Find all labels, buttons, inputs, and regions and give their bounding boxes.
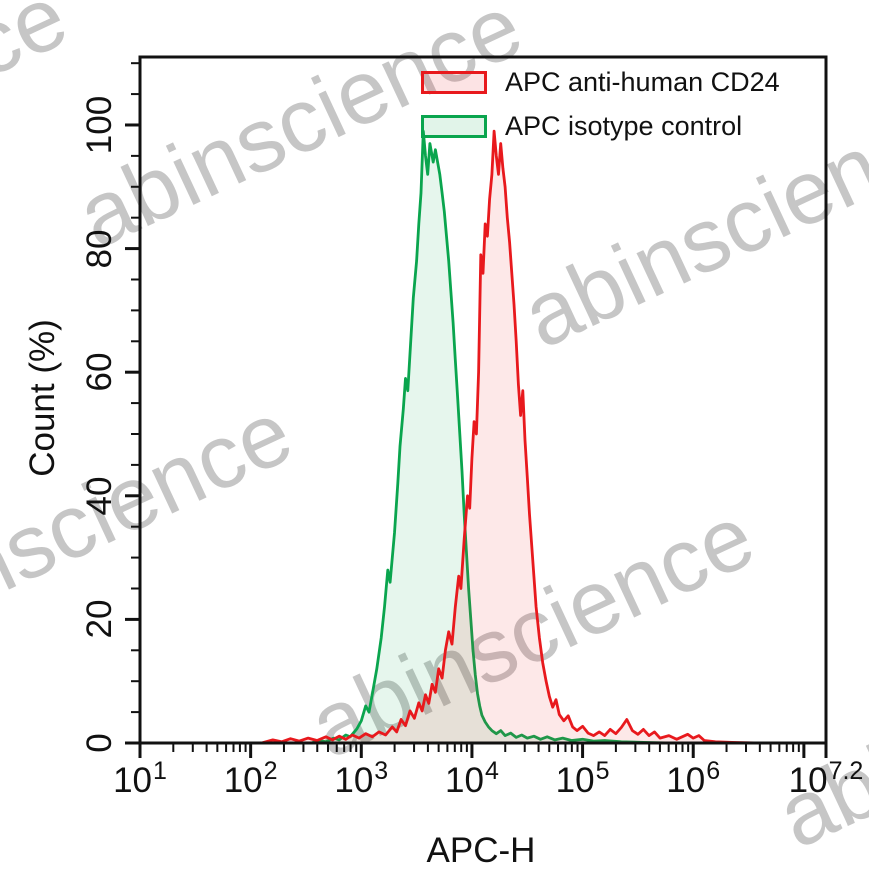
- y-tick-label: 100: [80, 95, 119, 155]
- legend-item-cd24: APC anti-human CD24: [421, 67, 780, 98]
- x-tick-label: 102: [223, 757, 278, 800]
- x-tick-label: 105: [555, 757, 610, 800]
- y-tick-label: 80: [80, 229, 119, 269]
- legend-label-isotype: APC isotype control: [505, 111, 743, 142]
- legend: APC anti-human CD24 APC isotype control: [421, 67, 780, 142]
- legend-label-cd24: APC anti-human CD24: [505, 67, 780, 97]
- y-tick-label: 0: [80, 733, 119, 753]
- legend-swatch-green: [421, 115, 487, 139]
- y-tick-label: 40: [80, 476, 119, 516]
- x-tick-label: 101: [113, 757, 167, 800]
- histogram-fill: [140, 131, 826, 743]
- legend-swatch-red: [421, 71, 487, 95]
- histogram-curve: [138, 129, 828, 745]
- y-tick-label: 20: [80, 599, 119, 639]
- y-axis-title: Count (%): [23, 319, 62, 477]
- x-axis-title: APC-H: [426, 831, 536, 870]
- legend-item-isotype: APC isotype control: [421, 111, 780, 142]
- x-tick-label: 107.2: [788, 757, 864, 800]
- y-tick-label: 60: [80, 352, 119, 392]
- histogram-curve: [138, 129, 828, 745]
- x-tick-label: 104: [445, 757, 499, 800]
- x-tick-label: 103: [334, 757, 389, 800]
- plot-border: [138, 55, 828, 745]
- x-tick-label: 106: [666, 757, 721, 800]
